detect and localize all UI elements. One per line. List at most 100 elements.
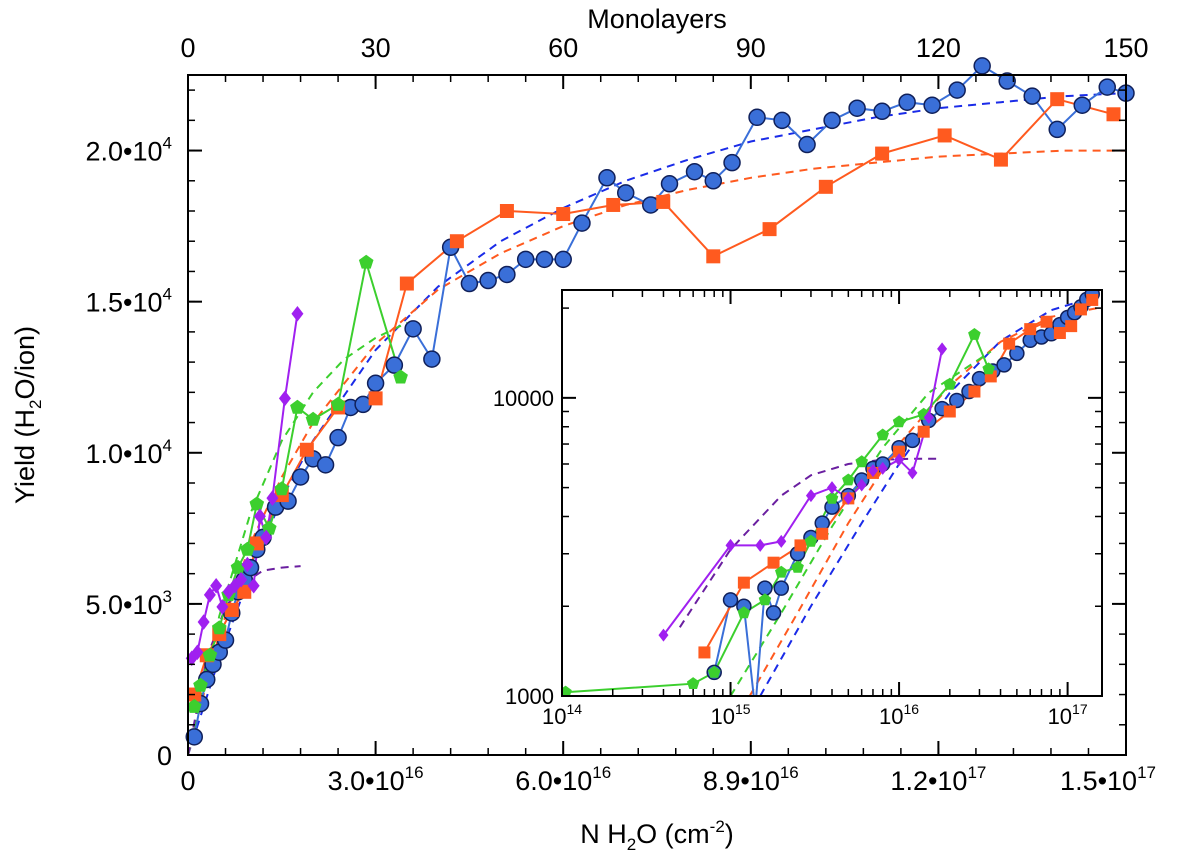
series-0-point [873, 102, 891, 121]
inset-series-3-point [805, 489, 816, 503]
inset-series-0-point [904, 432, 921, 449]
series-0-point [498, 265, 516, 284]
inset-series-1-point [1065, 320, 1078, 333]
inset-series-2-point [737, 606, 751, 619]
inset-series-1-point [1024, 323, 1037, 336]
inset-series-3-point [843, 491, 854, 505]
inset-series-1-point [737, 576, 750, 589]
y-tick-label: 5.0•103 [86, 587, 173, 620]
inset-y-tick-label: 1000 [505, 684, 554, 709]
inset-series-1-point [1003, 337, 1016, 350]
series-2-point [193, 677, 208, 692]
x-tick-label: 3.0•1016 [328, 763, 424, 796]
series-0-point [423, 350, 441, 368]
inset-series-2-point [943, 377, 957, 390]
x-tick-label: 0 [180, 766, 195, 796]
series-2-point [230, 559, 246, 574]
series-0-point [823, 111, 841, 130]
series-1-point [499, 204, 514, 218]
series-0-point [185, 728, 204, 746]
series-0-point [848, 99, 866, 117]
series-0-point [573, 214, 591, 232]
series-1-point [556, 207, 571, 222]
series-0-point [660, 175, 679, 193]
inset-series-1-point [1040, 315, 1053, 328]
inset-series-1-point [794, 539, 807, 552]
series-3-point [191, 644, 204, 661]
inset-series-3-point [658, 628, 669, 642]
series-0-point [535, 250, 554, 269]
y-tick-label: 1.5•104 [86, 285, 173, 318]
inset-x-tick-label: 1014 [542, 701, 582, 729]
inset-series-2-point [804, 534, 818, 547]
inset-series-0-point [1009, 345, 1025, 362]
series-3-point [241, 556, 254, 573]
inset-series-1-point [1053, 327, 1066, 340]
series-1-point [449, 234, 464, 249]
inset-series-2-point [855, 455, 868, 468]
inset-series-2-point [876, 428, 889, 441]
inset-series-0-point [996, 357, 1012, 373]
inset-series-2-point [825, 491, 839, 504]
x-tick-label: 8.9•1016 [703, 763, 799, 796]
inset-series-2-point [892, 415, 906, 428]
inset-series-3-point [877, 461, 888, 475]
inset-fit-line-3 [678, 457, 943, 628]
inset-series-1-point [816, 527, 829, 540]
inset-series-3-point [894, 453, 905, 467]
series-2-point [290, 399, 305, 414]
series-0-point [723, 153, 741, 172]
series-2-point [330, 396, 346, 411]
inset-series-1-point [917, 425, 930, 438]
inset-series-3-point [725, 538, 736, 552]
inset-series-1-point [767, 556, 780, 569]
series-0-point [798, 135, 816, 154]
series-3-point [216, 599, 229, 615]
series-0-point [316, 456, 335, 474]
y-tick-label: 1.0•104 [86, 436, 173, 469]
top-x-tick-label: 30 [361, 33, 391, 63]
series-0-point [923, 96, 941, 114]
top-x-tick-label: 120 [916, 33, 961, 63]
series-1-point [368, 391, 383, 406]
inset-series-1-point [698, 646, 711, 659]
series-0-point [554, 250, 572, 269]
series-1-point [656, 194, 671, 209]
inset-series-3-point [856, 478, 867, 492]
series-0-point [291, 468, 310, 486]
inset-series-1-point [943, 405, 956, 418]
series-0-point [948, 81, 966, 99]
series-1-point [1050, 92, 1065, 107]
inset-y-tick-label: 10000 [493, 386, 554, 411]
y-tick-label: 2.0•104 [86, 134, 173, 167]
series-3-point [266, 490, 279, 506]
series-0-point [1073, 96, 1091, 114]
inset-series-2-point [982, 362, 995, 375]
inset-series-3-point [937, 342, 948, 356]
series-3-point [210, 577, 223, 594]
inset-series-0-point [949, 392, 965, 409]
inset-series-1-point [968, 385, 981, 398]
series-2-point [249, 496, 265, 511]
series-3-point [260, 529, 273, 546]
series-1-point [606, 197, 621, 212]
series-3-point [203, 587, 216, 603]
inset-series-0-point [722, 592, 739, 608]
series-2-point [240, 541, 255, 556]
inset-series-2-point [791, 560, 804, 573]
inset-series-3-point [776, 534, 787, 548]
inset-series-3-point [827, 481, 837, 495]
series-0-point [998, 72, 1016, 90]
main-plot-frame [187, 74, 1127, 756]
series-1-point [299, 442, 314, 457]
series-0-point [1098, 78, 1116, 96]
series-1-point [224, 602, 239, 617]
inset-series-2-point [775, 565, 788, 578]
series-0-point [616, 184, 635, 202]
series-3-point [253, 508, 266, 525]
series-3-point [291, 305, 304, 322]
series-1-point [818, 179, 833, 194]
series-2-point [393, 369, 408, 384]
inset-x-tick-label: 1016 [879, 701, 919, 729]
